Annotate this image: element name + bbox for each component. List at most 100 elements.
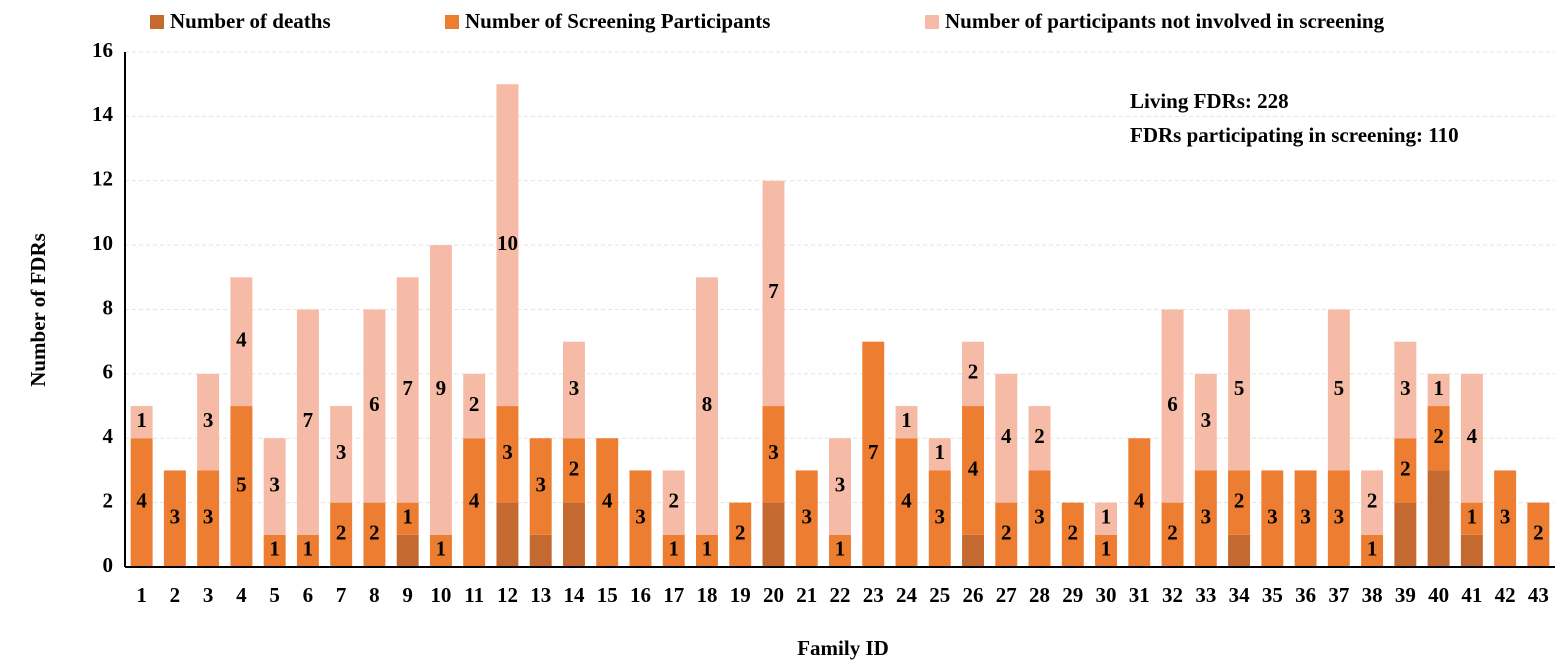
bar-segment [197, 373, 220, 471]
bar-segment [762, 406, 785, 503]
bar-segment [396, 534, 419, 567]
bar-segment [928, 470, 951, 567]
data-label: 6 [1167, 392, 1178, 416]
legend-label: Number of participants not involved in s… [945, 9, 1385, 33]
data-label: 1 [835, 537, 846, 561]
bar-segment [1228, 309, 1251, 471]
data-label: 9 [436, 376, 447, 400]
bar-segment [1527, 502, 1550, 567]
data-label: 3 [635, 505, 646, 529]
data-label: 7 [303, 408, 314, 432]
y-tick-label: 2 [103, 488, 114, 512]
data-label: 1 [136, 408, 147, 432]
x-tick-label: 31 [1129, 583, 1150, 607]
x-tick-label: 28 [1029, 583, 1050, 607]
x-tick-label: 41 [1461, 583, 1482, 607]
x-tick-label: 19 [730, 583, 751, 607]
bar-segment [895, 406, 918, 439]
x-tick-label: 11 [464, 583, 484, 607]
bar-segment [163, 470, 186, 567]
data-label: 3 [1300, 505, 1311, 529]
x-tick-label: 32 [1162, 583, 1183, 607]
bar-segment [130, 438, 153, 567]
data-label: 1 [436, 537, 447, 561]
bar-segment [296, 534, 319, 567]
data-label: 2 [569, 456, 580, 480]
bar-segment [1460, 534, 1483, 567]
y-tick-label: 6 [103, 360, 114, 384]
bar-segment [496, 502, 519, 567]
data-label: 4 [469, 488, 480, 512]
x-tick-label: 9 [402, 583, 413, 607]
data-label: 4 [901, 488, 912, 512]
data-label: 1 [935, 440, 946, 464]
x-tick-label: 4 [236, 583, 247, 607]
x-tick-label: 18 [696, 583, 717, 607]
data-label: 2 [1533, 521, 1544, 545]
bar-segment [1460, 502, 1483, 535]
x-tick-label: 1 [136, 583, 147, 607]
bar-segment [762, 180, 785, 407]
x-tick-label: 17 [663, 583, 684, 607]
x-tick-label: 15 [597, 583, 618, 607]
bar-segment [562, 341, 585, 439]
data-label: 3 [535, 472, 546, 496]
data-label: 3 [1267, 505, 1278, 529]
data-label: 10 [497, 231, 518, 255]
x-tick-label: 42 [1495, 583, 1516, 607]
bar-segment [330, 406, 353, 503]
bar-segment [1161, 309, 1184, 503]
x-tick-label: 39 [1395, 583, 1416, 607]
bar-segment [1194, 373, 1217, 471]
x-tick-label: 26 [963, 583, 984, 607]
bar-segment [263, 438, 286, 535]
bar-segment [862, 341, 885, 567]
bar-segment [995, 502, 1018, 567]
x-tick-label: 40 [1428, 583, 1449, 607]
x-tick-label: 5 [269, 583, 280, 607]
bar-segment [928, 438, 951, 471]
x-tick-label: 37 [1328, 583, 1349, 607]
bar-segment [829, 438, 851, 535]
bar-segment [363, 309, 386, 503]
x-tick-label: 35 [1262, 583, 1283, 607]
bar-segment [463, 438, 486, 567]
bar-segment [296, 309, 319, 535]
bar-segment [1361, 470, 1384, 535]
legend-label: Number of deaths [170, 9, 331, 33]
data-label: 3 [569, 376, 580, 400]
bar-segment [463, 373, 486, 439]
data-label: 1 [668, 537, 679, 561]
data-label: 2 [1433, 424, 1444, 448]
x-tick-label: 16 [630, 583, 651, 607]
data-label: 1 [1433, 376, 1444, 400]
data-label: 3 [203, 505, 214, 529]
x-tick-label: 24 [896, 583, 918, 607]
bar-segment [1261, 470, 1284, 567]
x-tick-label: 29 [1062, 583, 1083, 607]
x-tick-label: 34 [1229, 583, 1251, 607]
data-label: 4 [1467, 424, 1478, 448]
bar-segment [1327, 309, 1350, 471]
x-tick-label: 2 [170, 583, 181, 607]
bar-segment [529, 438, 552, 535]
data-label: 4 [236, 328, 247, 352]
x-tick-label: 8 [369, 583, 380, 607]
x-tick-label: 38 [1362, 583, 1383, 607]
data-label: 1 [1467, 505, 1478, 529]
x-tick-label: 12 [497, 583, 518, 607]
bar-segment [629, 470, 652, 567]
data-label: 3 [502, 440, 513, 464]
x-tick-label: 21 [796, 583, 817, 607]
data-label: 1 [702, 537, 713, 561]
x-tick-label: 10 [430, 583, 451, 607]
x-tick-label: 6 [303, 583, 314, 607]
x-tick-label: 25 [929, 583, 950, 607]
bar-segment [596, 438, 619, 567]
bar-segment [230, 277, 253, 407]
y-axis-title: Number of FDRs [26, 233, 50, 387]
data-label: 3 [1334, 505, 1345, 529]
data-label: 2 [336, 521, 347, 545]
data-label: 1 [1367, 537, 1378, 561]
bar-segment [562, 502, 585, 567]
